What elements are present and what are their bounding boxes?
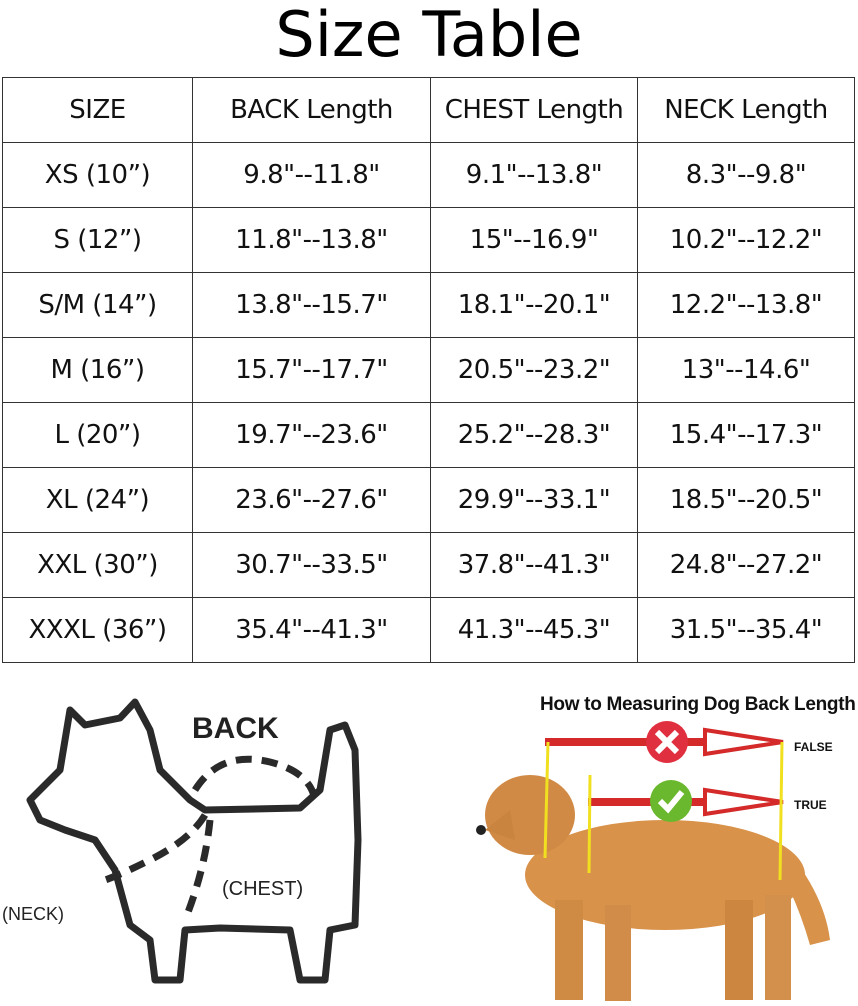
measuring-title: How to Measuring Dog Back Length (540, 694, 856, 715)
dog-measuring-photo (455, 680, 858, 1001)
size-cell: XXXL (36”) (2, 597, 193, 663)
size-cell: XL (24”) (2, 467, 193, 533)
back-cell: 15.7"--17.7" (192, 337, 431, 403)
header-size: SIZE (2, 77, 193, 143)
dog-outline-diagram: BACK (CHEST) (NECK) (0, 690, 450, 1001)
header-chest: CHEST Length (430, 77, 638, 143)
chest-cell: 29.9"--33.1" (430, 467, 638, 533)
neck-cell: 24.8"--27.2" (637, 532, 855, 598)
table-row: XL (24”) 23.6"--27.6" 29.9"--33.1" 18.5"--2… (2, 467, 855, 533)
neck-cell: 10.2"--12.2" (637, 207, 855, 273)
table-row: XXXL (36”) 35.4"--41.3" 41.3"--45.3" 31.5"-… (2, 597, 855, 663)
table-header-row: SIZE BACK Length CHEST Length NECK Lengt… (2, 77, 855, 143)
back-label: BACK (192, 712, 279, 745)
neck-cell: 12.2"--13.8" (637, 272, 855, 338)
table-row: L (20”) 19.7"--23.6" 25.2"--28.3" 15.4"--17… (2, 402, 855, 468)
size-cell: XS (10”) (2, 142, 193, 208)
neck-cell: 31.5"--35.4" (637, 597, 855, 663)
back-cell: 23.6"--27.6" (192, 467, 431, 533)
back-cell: 13.8"--15.7" (192, 272, 431, 338)
size-table: SIZE BACK Length CHEST Length NECK Lengt… (2, 77, 855, 663)
size-cell: M (16”) (2, 337, 193, 403)
chest-cell: 41.3"--45.3" (430, 597, 638, 663)
neck-cell: 18.5"--20.5" (637, 467, 855, 533)
table-row: M (16”) 15.7"--17.7" 20.5"--23.2" 13"--14.6… (2, 337, 855, 403)
header-back: BACK Length (192, 77, 431, 143)
neck-label: (NECK) (2, 904, 64, 924)
back-cell: 11.8"--13.8" (192, 207, 431, 273)
chest-label: (CHEST) (222, 878, 304, 900)
back-cell: 19.7"--23.6" (192, 402, 431, 468)
back-cell: 35.4"--41.3" (192, 597, 431, 663)
size-cell: S/M (14”) (2, 272, 193, 338)
neck-cell: 15.4"--17.3" (637, 402, 855, 468)
chest-cell: 20.5"--23.2" (430, 337, 638, 403)
back-cell: 9.8"--11.8" (192, 142, 431, 208)
page-title: Size Table (275, 0, 583, 71)
chest-cell: 15"--16.9" (430, 207, 638, 273)
size-cell: S (12”) (2, 207, 193, 273)
chest-cell: 9.1"--13.8" (430, 142, 638, 208)
false-label: FALSE (794, 740, 833, 754)
chest-cell: 37.8"--41.3" (430, 532, 638, 598)
table-row: XXL (30”) 30.7"--33.5" 37.8"--41.3" 24.8"--… (2, 532, 855, 598)
true-label: TRUE (794, 798, 827, 812)
size-cell: XXL (30”) (2, 532, 193, 598)
chest-cell: 25.2"--28.3" (430, 402, 638, 468)
table-row: S (12”) 11.8"--13.8" 15"--16.9" 10.2"--12.2… (2, 207, 855, 273)
neck-cell: 13"--14.6" (637, 337, 855, 403)
back-cell: 30.7"--33.5" (192, 532, 431, 598)
header-neck: NECK Length (637, 77, 855, 143)
chest-cell: 18.1"--20.1" (430, 272, 638, 338)
table-row: XS (10”) 9.8"--11.8" 9.1"--13.8" 8.3"--9.8" (2, 142, 855, 208)
table-row: S/M (14”) 13.8"--15.7" 18.1"--20.1" 12.2"--… (2, 272, 855, 338)
neck-cell: 8.3"--9.8" (637, 142, 855, 208)
size-cell: L (20”) (2, 402, 193, 468)
